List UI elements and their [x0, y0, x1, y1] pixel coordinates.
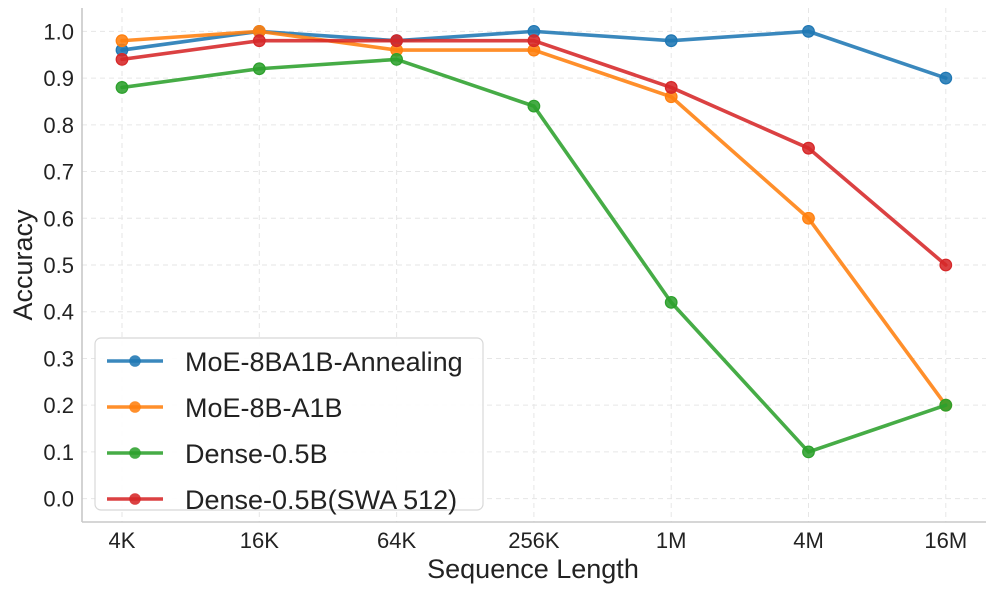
- legend-label: MoE-8B-A1B: [185, 393, 343, 423]
- legend-box: [94, 337, 484, 511]
- data-point: [252, 34, 266, 48]
- x-tick-label: 4K: [109, 528, 136, 553]
- x-tick-labels: 4K 16K 64K 256K 1M 4M 16M: [109, 528, 968, 553]
- y-tick-label: 0.1: [43, 440, 74, 465]
- legend-swatch-marker: [129, 401, 141, 413]
- legend-label: MoE-8BA1B-Annealing: [185, 347, 463, 377]
- data-point: [390, 53, 404, 66]
- data-point: [115, 81, 129, 94]
- data-point: [527, 34, 541, 48]
- x-tick-label: 4M: [793, 528, 824, 553]
- y-tick-label: 0.3: [43, 346, 74, 371]
- legend-swatch-marker: [129, 447, 141, 459]
- legend-entry: Dense-0.5B: [107, 439, 328, 469]
- x-axis-label: Sequence Length: [427, 554, 639, 584]
- data-point: [939, 398, 953, 412]
- data-point: [664, 81, 678, 94]
- legend-swatch-marker: [129, 493, 141, 505]
- x-tick-label: 1M: [656, 528, 687, 553]
- series-4: [115, 34, 953, 272]
- y-tick-label: 0.4: [43, 300, 74, 325]
- y-tick-label: 0.0: [43, 487, 74, 512]
- data-point: [527, 99, 541, 113]
- x-tick-label: 16M: [924, 528, 967, 553]
- data-point: [802, 141, 815, 155]
- data-point: [252, 62, 266, 76]
- data-point: [802, 445, 815, 459]
- legend-label: Dense-0.5B(SWA 512): [185, 485, 457, 515]
- legend-swatch-marker: [129, 355, 141, 367]
- axes: [81, 8, 986, 523]
- y-tick-label: 0.5: [43, 253, 74, 278]
- legend-entry: MoE-8B-A1B: [107, 393, 343, 423]
- y-tick-label: 0.8: [43, 113, 74, 138]
- y-tick-label: 0.2: [43, 393, 74, 418]
- legend-label: Dense-0.5B: [185, 439, 328, 469]
- y-tick-label: 0.7: [43, 160, 74, 185]
- legend-entry: MoE-8BA1B-Annealing: [107, 347, 463, 377]
- data-point: [115, 53, 129, 66]
- legend-entry: Dense-0.5B(SWA 512): [107, 485, 457, 515]
- series-3: [115, 53, 953, 459]
- data-point: [802, 211, 815, 225]
- data-point: [939, 258, 953, 272]
- x-tick-label: 64K: [377, 528, 416, 553]
- legend: MoE-8BA1B-Annealing MoE-8B-A1B Dense-0.5B D…: [94, 337, 484, 515]
- y-tick-label: 0.9: [43, 66, 74, 91]
- data-point: [939, 71, 953, 85]
- series-layer: [115, 24, 953, 459]
- data-point: [802, 24, 815, 38]
- data-point: [115, 34, 129, 48]
- x-tick-label: 256K: [508, 528, 560, 553]
- y-tick-label: 0.6: [43, 206, 74, 231]
- y-axis-label: Accuracy: [8, 209, 38, 321]
- y-tick-label: 1.0: [43, 19, 74, 44]
- x-tick-label: 16K: [240, 528, 279, 553]
- y-tick-labels: 0.0 0.1 0.2 0.3 0.4 0.5 0.6 0.7 0.8 0.9 1.0: [43, 19, 74, 511]
- data-point: [390, 34, 404, 48]
- data-point: [664, 295, 678, 309]
- data-point: [664, 34, 678, 48]
